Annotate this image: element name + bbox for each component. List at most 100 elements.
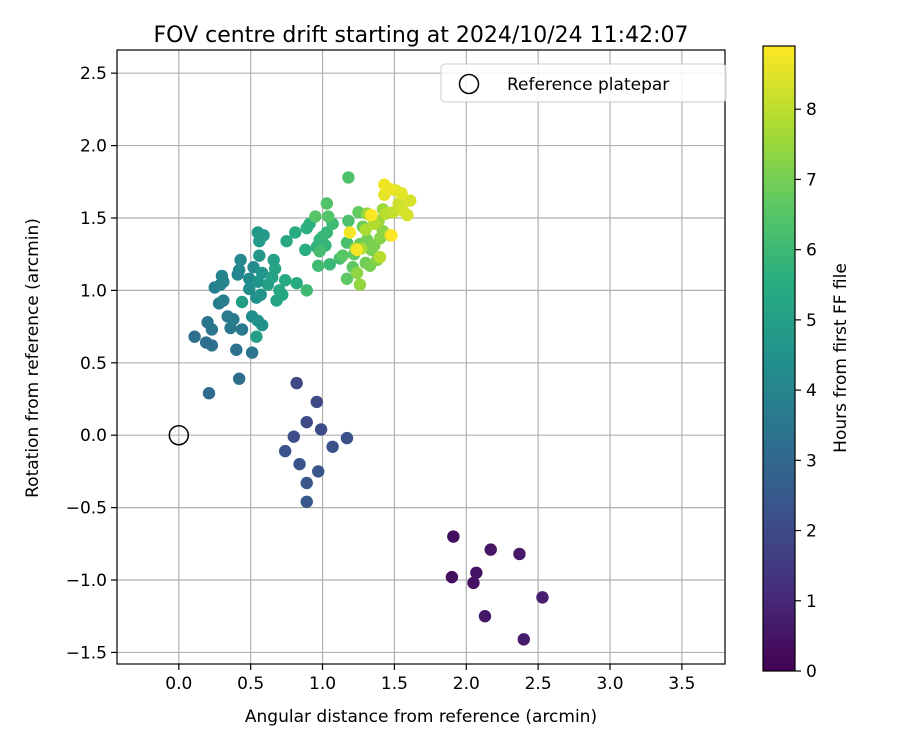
colorbar-tick-label: 2 [806, 522, 817, 542]
data-point [254, 288, 267, 301]
data-point [314, 423, 328, 436]
colorbar-tick-label: 6 [806, 241, 817, 261]
data-point [232, 372, 246, 385]
data-point [235, 295, 249, 309]
data-point [323, 258, 336, 271]
data-point [293, 457, 306, 471]
data-point [232, 263, 246, 277]
colorbar-label: Hours from first FF file [831, 263, 851, 453]
y-tick-label: −1.0 [66, 571, 107, 591]
data-point [350, 243, 364, 257]
data-point [287, 430, 300, 443]
data-point [234, 253, 247, 267]
data-point [299, 243, 312, 257]
data-point [300, 495, 313, 509]
chart-title: FOV centre drift starting at 2024/10/24 … [154, 23, 689, 48]
data-point [513, 547, 526, 561]
data-point [188, 330, 201, 343]
data-point [205, 323, 219, 336]
data-point [245, 346, 259, 359]
legend-marker-reference [458, 73, 480, 95]
data-point [350, 266, 364, 280]
data-point [243, 282, 256, 296]
colorbar-tick-label: 8 [806, 100, 817, 120]
data-point [257, 229, 270, 242]
data-point [404, 194, 417, 207]
data-point [227, 313, 240, 326]
data-point [322, 210, 335, 223]
colorbar-tick-label: 7 [806, 170, 817, 190]
data-point [336, 249, 349, 262]
data-point [300, 476, 313, 490]
data-point [340, 431, 354, 445]
y-tick-label: −0.5 [66, 499, 107, 519]
data-point [290, 276, 303, 290]
x-axis-label: Angular distance from reference (arcmin) [245, 707, 597, 727]
x-tick-label: 1.0 [309, 674, 336, 694]
data-point [217, 294, 230, 307]
data-point [289, 226, 302, 239]
data-point [255, 266, 269, 280]
reference-platepar-marker [168, 424, 190, 446]
data-point [478, 610, 492, 623]
legend-entry-reference: Reference platepar [507, 75, 669, 95]
data-point [353, 278, 367, 291]
y-tick-label: −1.5 [66, 643, 107, 663]
data-point [313, 245, 326, 258]
y-tick-label: 1.5 [80, 209, 107, 229]
data-point [517, 633, 530, 646]
data-point [470, 566, 483, 579]
data-point [342, 214, 355, 228]
data-point [467, 576, 480, 590]
data-point [326, 440, 339, 453]
data-point [268, 262, 282, 275]
data-point [253, 249, 266, 262]
x-tick-label: 2.5 [525, 674, 552, 694]
colorbar-tick-label: 0 [806, 662, 817, 682]
data-point [235, 323, 249, 336]
colorbar-tick-label: 5 [806, 311, 817, 331]
y-axis-label: Rotation from reference (arcmin) [23, 218, 43, 498]
data-point [215, 269, 229, 283]
data-point [373, 250, 387, 264]
data-point [300, 415, 313, 429]
x-tick-label: 0.0 [165, 674, 192, 694]
data-point [365, 208, 378, 222]
data-point [312, 259, 325, 272]
x-tick-label: 0.5 [237, 674, 264, 694]
x-tick-label: 3.5 [668, 674, 695, 694]
legend-box [440, 63, 727, 103]
data-point [320, 197, 334, 210]
data-point [343, 226, 357, 239]
data-point [290, 376, 303, 390]
data-point [401, 208, 414, 222]
data-point [202, 387, 216, 400]
y-tick-label: 2.0 [80, 137, 107, 157]
data-point [536, 591, 549, 604]
y-tick-label: 1.0 [80, 281, 107, 301]
x-tick-label: 3.0 [596, 674, 623, 694]
legend: Reference platepar [440, 63, 727, 103]
data-point [342, 171, 355, 184]
data-point [312, 465, 325, 478]
y-tick-label: 2.5 [80, 64, 107, 84]
data-point [447, 530, 460, 543]
data-point [276, 288, 289, 301]
colorbar-tick-label: 1 [806, 592, 817, 612]
colorbar-tick-label: 3 [806, 451, 817, 471]
colorbar-tick-label: 4 [806, 381, 817, 401]
data-point [484, 543, 497, 556]
data-point [310, 395, 323, 409]
x-tick-label: 1.5 [381, 674, 408, 694]
plot-frame [116, 49, 726, 665]
data-point [385, 229, 398, 242]
data-point [250, 330, 263, 343]
colorbar: 0 1 2 3 4 5 6 7 8 [762, 45, 817, 682]
data-point [340, 272, 354, 286]
y-tick-label: 0.0 [80, 426, 107, 446]
y-tick-label: 0.5 [80, 354, 107, 374]
data-point [378, 178, 391, 191]
data-point [300, 284, 313, 297]
